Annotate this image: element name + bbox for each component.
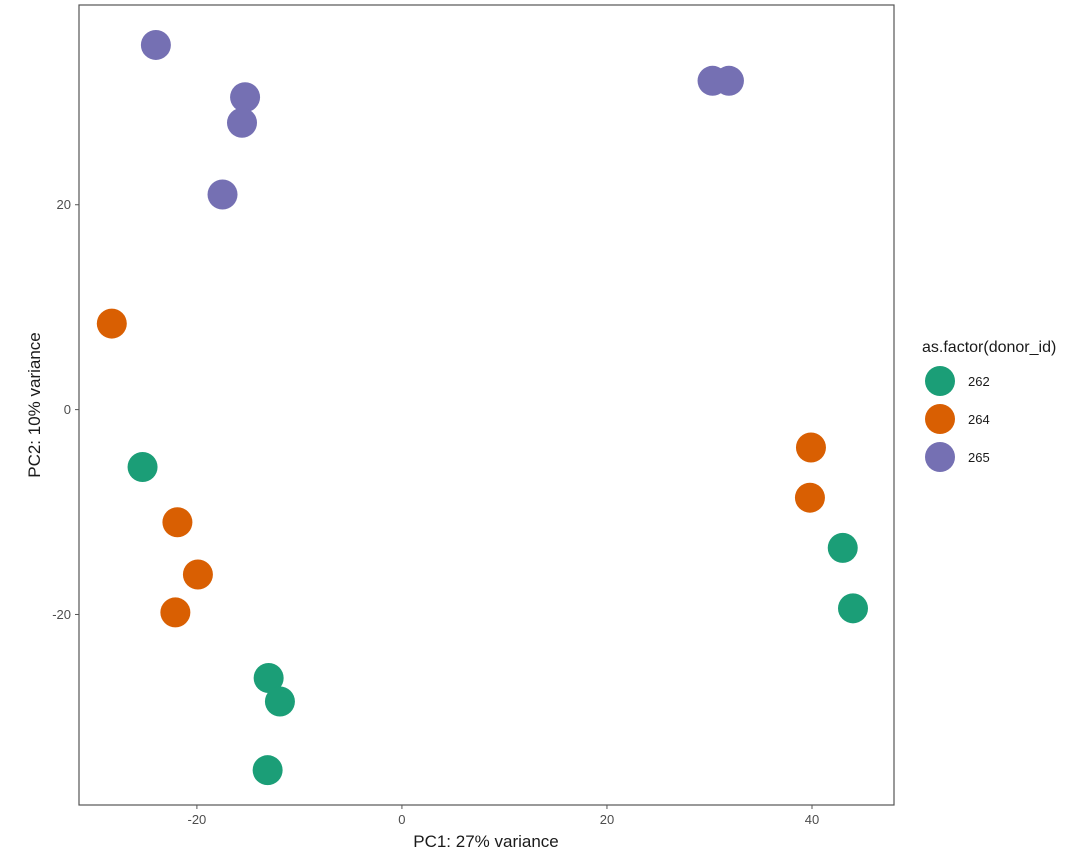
x-tick-label: 40 xyxy=(805,812,819,827)
legend-key-262 xyxy=(925,366,955,396)
data-point-donor-265 xyxy=(713,65,744,96)
y-axis-ticks: -20 0 20 xyxy=(52,197,79,622)
data-point-donor-262 xyxy=(264,686,295,717)
legend-label-265: 265 xyxy=(968,450,990,465)
x-tick-label: 20 xyxy=(600,812,614,827)
data-point-donor-264 xyxy=(96,308,127,339)
legend-key-264 xyxy=(925,404,955,434)
data-point-donor-264 xyxy=(162,507,193,538)
data-point-donor-265 xyxy=(207,179,238,210)
legend-title: as.factor(donor_id) xyxy=(922,339,1056,356)
data-point-donor-265 xyxy=(230,82,261,113)
legend: as.factor(donor_id) 262 264 265 xyxy=(922,339,1056,472)
data-point-donor-264 xyxy=(160,597,191,628)
data-points xyxy=(96,29,868,786)
legend-label-264: 264 xyxy=(968,412,990,427)
data-point-donor-264 xyxy=(794,482,825,513)
data-point-donor-265 xyxy=(227,107,257,138)
data-point-donor-262 xyxy=(837,593,868,624)
data-point-donor-265 xyxy=(140,29,171,60)
data-point-donor-262 xyxy=(127,451,158,482)
x-tick-label: 0 xyxy=(398,812,405,827)
data-point-donor-264 xyxy=(182,559,213,590)
x-axis-ticks: -20 0 20 40 xyxy=(187,805,819,827)
data-point-donor-264 xyxy=(795,432,826,463)
x-tick-label: -20 xyxy=(187,812,206,827)
data-point-donor-262 xyxy=(827,532,858,563)
legend-label-262: 262 xyxy=(968,374,990,389)
plot-panel xyxy=(78,4,895,806)
y-tick-label: -20 xyxy=(52,607,71,622)
data-point-donor-262 xyxy=(253,662,284,693)
y-tick-label: 20 xyxy=(57,197,71,212)
x-axis-title: PC1: 27% variance xyxy=(413,832,559,851)
legend-key-265 xyxy=(925,442,955,472)
y-tick-label: 0 xyxy=(64,402,71,417)
y-axis-title: PC2: 10% variance xyxy=(25,332,44,478)
data-point-donor-262 xyxy=(252,755,283,786)
